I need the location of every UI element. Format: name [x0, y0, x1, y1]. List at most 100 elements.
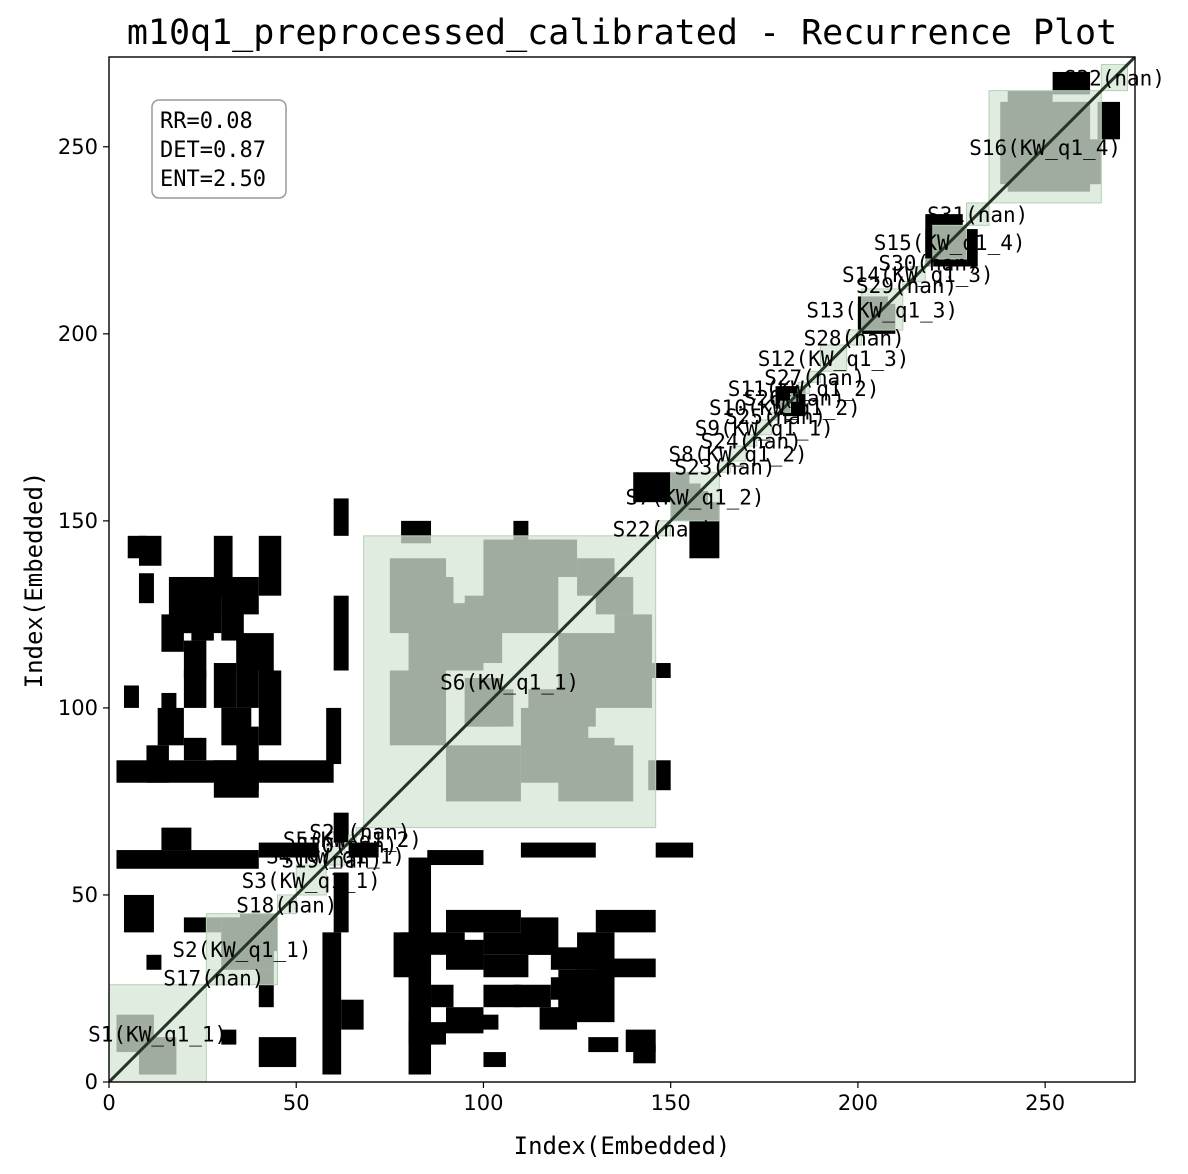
recurrence-block-55-1 — [333, 872, 349, 933]
y-tick-label-50: 50 — [71, 883, 98, 907]
segment-label-31: S16(KW_q1_4) — [969, 136, 1121, 160]
recurrence-block-45-1 — [146, 745, 169, 783]
recurrence-block-31-0 — [116, 850, 259, 869]
recurrence-block-45-0 — [408, 1022, 447, 1045]
recurrence-block-39-0 — [446, 909, 521, 933]
segment-label-19: S10(KW_q1_2) — [709, 396, 861, 420]
segment-label-23: S12(KW_q1_3) — [758, 347, 910, 371]
segment-label-21: S11(KW_q1_2) — [728, 377, 880, 401]
plot-frame — [108, 56, 1136, 1083]
segment-label-17: S9(KW_q1_1) — [695, 416, 834, 440]
recurrence-block-48-1 — [123, 685, 139, 708]
segment-label-25: S13(KW_q1_3) — [806, 299, 958, 323]
recurrence-block-24-1 — [513, 984, 551, 1008]
segment-label-8: S20(nan) — [296, 833, 397, 857]
recurrence-block-56-0 — [427, 850, 484, 866]
y-tick-label-100: 100 — [58, 696, 98, 720]
segment-label-5: S3(KW_q1_1) — [242, 869, 381, 893]
segment-label-6: S19(nan) — [281, 848, 382, 872]
recurrence-block-52-0 — [123, 894, 154, 933]
recurrence-block-53-0 — [161, 827, 192, 851]
recurrence-block-46-0 — [595, 958, 656, 978]
recurrence-block-47-0 — [633, 1044, 656, 1064]
stat-rr: RR=0.08 — [160, 109, 253, 134]
x-axis-label: Index(Embedded) — [514, 1132, 731, 1160]
y-tick-label-150: 150 — [58, 509, 98, 533]
segment-label-4: S18(nan) — [236, 893, 337, 917]
segment-label-7: S4(KW_q1_1) — [266, 845, 405, 869]
recurrence-block-53-1 — [341, 999, 364, 1030]
segment-label-30: S31(nan) — [927, 203, 1028, 227]
x-tick-label-50: 50 — [283, 1091, 310, 1115]
segment-label-12: S22(nan) — [613, 517, 714, 541]
y-tick-label-250: 250 — [58, 135, 98, 159]
recurrence-block-40-1 — [258, 535, 282, 596]
identity-diagonal — [109, 57, 1135, 1082]
segment-label-14: S23(nan) — [674, 456, 775, 480]
recurrence-block-48-0 — [483, 1052, 506, 1068]
segment-label-1: S1(KW_q1_1) — [88, 1022, 227, 1046]
recurrence-block-47-1 — [127, 535, 147, 559]
recurrence-block-41-1 — [183, 737, 207, 761]
recurrence-block-24-0 — [183, 640, 207, 678]
x-tick-label-0: 0 — [102, 1091, 115, 1115]
x-axis-ticks: 0 50 100 150 200 250 — [102, 1082, 1065, 1115]
segment-label-27: S14(KW_q1_3) — [842, 263, 994, 287]
x-tick-label-250: 250 — [1025, 1091, 1065, 1115]
recurrence-block-32-0 — [116, 760, 334, 783]
segment-label-15: S8(KW_q1_2) — [669, 443, 808, 467]
recurrence-block-31-1 — [322, 932, 342, 1075]
recurrence-block-38-1 — [221, 595, 244, 641]
segment-label-13: S7(KW_q1_2) — [625, 486, 764, 510]
recurrence-block-50-1 — [191, 610, 214, 641]
recurrence-block-49-0 — [468, 1014, 499, 1030]
plot-area: S1(KW_q1_1)S17(nan)S2(KW_q1_1)S18(nan)S3… — [88, 56, 1165, 1083]
recurrence-block-38-0 — [550, 947, 596, 970]
segment-label-3: S2(KW_q1_1) — [172, 938, 311, 962]
recurrence-block-37-0 — [483, 932, 551, 955]
segment-label-32: S32(nan) — [1064, 67, 1165, 91]
recurrence-block-50-0 — [550, 977, 581, 1000]
segment-label-22: S27(nan) — [764, 366, 865, 390]
recurrence-block-56-1 — [326, 707, 342, 765]
stats-box: RR=0.08 DET=0.87 ENT=2.50 — [151, 99, 287, 199]
recurrence-block-54-0 — [348, 842, 379, 858]
recurrence-block-57-0 — [520, 842, 596, 858]
segment-label-29: S15(KW_q1_4) — [874, 231, 1026, 255]
y-tick-label-200: 200 — [58, 322, 98, 346]
segment-label-28: S30(nan) — [878, 252, 979, 276]
recurrence-block-42-0 — [483, 984, 521, 1008]
recurrence-block-55-0 — [258, 842, 319, 858]
recurrence-block-21-0 — [1052, 71, 1091, 95]
recurrence-block-51-0 — [146, 954, 162, 970]
recurrence-block-40-0 — [595, 909, 656, 933]
recurrence-block-41-0 — [431, 984, 454, 1008]
recurrence-block-44-1 — [138, 573, 154, 604]
recurrence-block-36-1 — [236, 726, 259, 791]
main-diagonal — [109, 57, 1135, 1082]
x-tick-label-100: 100 — [463, 1091, 503, 1115]
recurrence-block-49-1 — [161, 692, 177, 723]
segment-labels: S1(KW_q1_1)S17(nan)S2(KW_q1_1)S18(nan)S3… — [88, 67, 1165, 1047]
segment-label-11: S6(KW_q1_1) — [440, 671, 579, 695]
stat-ent: ENT=2.50 — [160, 167, 266, 192]
recurrence-block-27-0 — [213, 663, 237, 708]
recurrence-block-44-0 — [588, 1037, 619, 1053]
recurrence-block-52-1 — [258, 1037, 297, 1068]
recurrence-block-57-1 — [333, 595, 349, 671]
x-tick-label-200: 200 — [838, 1091, 878, 1115]
segment-label-24: S28(nan) — [804, 327, 905, 351]
segment-label-2: S17(nan) — [163, 966, 264, 990]
recurrence-block-58-1 — [333, 498, 349, 536]
segment-label-18: S25(nan) — [725, 405, 826, 429]
y-tick-label-0: 0 — [85, 1070, 98, 1094]
recurrence-block-39-1 — [258, 670, 282, 746]
recurrence-block-36-0 — [401, 932, 465, 955]
segment-label-10: S21(nan) — [309, 820, 410, 844]
y-axis-label: Index(Embedded) — [20, 472, 48, 689]
stat-det: DET=0.87 — [160, 138, 266, 163]
segment-label-20: S26(nan) — [744, 386, 845, 410]
recurrence-block-27-1 — [483, 954, 529, 978]
recurrence-block-54-1 — [333, 812, 349, 843]
